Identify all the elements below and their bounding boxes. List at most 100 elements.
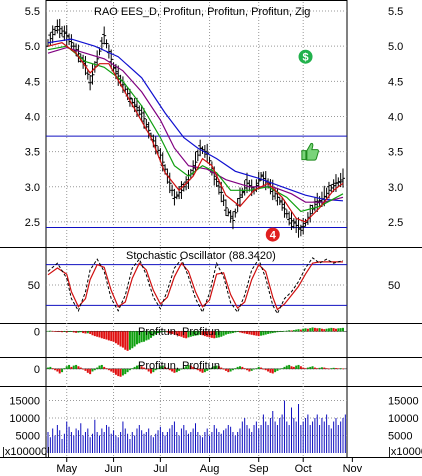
histogram-bar: [84, 331, 87, 334]
y-tick-label-right: 4.0: [388, 111, 403, 123]
histogram-bar: [142, 367, 145, 369]
histogram-bar: [213, 331, 216, 339]
histogram-bar: [75, 364, 78, 369]
histogram-bar: [278, 331, 281, 332]
histogram-bar: [222, 368, 225, 370]
histogram-bar: [285, 330, 288, 332]
histogram-bar: [276, 368, 279, 371]
histogram-bar: [56, 331, 59, 332]
histogram-bar: [152, 368, 155, 373]
y-tick-label-left: 10000: [9, 413, 40, 425]
stochastic-d-line: [47, 261, 343, 311]
histogram-bar: [196, 331, 199, 336]
histogram-bar: [54, 368, 57, 371]
histogram-bar: [100, 331, 103, 339]
y-tick-label-left: 0: [34, 326, 40, 338]
histogram-bar: [262, 331, 265, 336]
histogram-bar: [229, 368, 232, 372]
histogram-bar: [96, 331, 99, 337]
y-tick-label-right: 3.0: [388, 182, 403, 194]
histogram-bar: [178, 331, 181, 337]
histogram-bar: [110, 368, 113, 372]
histogram-bar: [199, 331, 202, 335]
histogram-bar: [210, 367, 213, 369]
histogram-bar: [210, 331, 213, 338]
x-tick-label: Nov: [343, 463, 363, 475]
histogram-bar: [292, 366, 295, 369]
histogram-bar: [248, 368, 251, 372]
histogram-bar: [175, 368, 178, 373]
histogram-bar: [150, 331, 153, 338]
histogram-bar: [332, 328, 335, 332]
histogram-bar: [292, 330, 295, 332]
histogram-bar: [119, 331, 122, 347]
histogram-bar: [133, 366, 136, 369]
histogram-bar: [75, 331, 78, 333]
histogram-bar: [138, 331, 141, 344]
histogram-bar: [285, 365, 288, 369]
histogram-bar: [234, 368, 237, 369]
histogram-bar: [152, 331, 155, 337]
histogram-bar: [61, 331, 64, 333]
histogram-bar: [133, 331, 136, 347]
x-tick-label: Sep: [249, 463, 269, 475]
histogram-bar: [63, 331, 66, 332]
histogram-bar: [68, 364, 71, 369]
histogram-bar: [327, 368, 330, 370]
histogram-bar: [325, 328, 328, 332]
stochastic-k-line: [47, 257, 344, 315]
histogram-bar: [196, 368, 199, 371]
histogram-bar: [227, 331, 230, 334]
histogram-bar: [236, 331, 239, 332]
histogram-bar: [72, 365, 75, 369]
y-tick-label-right: 3.5: [388, 147, 403, 159]
histogram-bar: [304, 328, 307, 332]
histogram-bar: [58, 368, 61, 374]
histogram-bar: [86, 368, 89, 373]
histogram-bar: [299, 329, 302, 332]
histogram-bar: [271, 331, 274, 334]
histogram-bar: [86, 331, 89, 334]
histogram-bar: [105, 368, 108, 369]
histogram-bar: [182, 367, 185, 369]
y-tick-label-left: 5.5: [25, 6, 40, 18]
histogram-bar: [250, 331, 253, 335]
histogram-bar: [236, 366, 239, 369]
histogram-bar: [342, 327, 344, 332]
histogram-bar: [159, 331, 162, 333]
histogram-bar: [93, 331, 96, 337]
histogram-bar: [103, 366, 106, 369]
histogram-bar: [47, 367, 49, 369]
histogram-bar: [313, 327, 316, 332]
histogram-bar: [203, 368, 206, 373]
histogram-bar: [166, 368, 169, 369]
histogram-bar: [215, 331, 218, 338]
histogram-bar: [304, 368, 307, 369]
histogram-bar: [77, 366, 80, 369]
thumbs-up-shape: [301, 142, 319, 161]
histogram-bar: [124, 331, 127, 350]
histogram-bar: [189, 331, 192, 337]
x-tick-label: Oct: [295, 463, 312, 475]
histogram-bar: [107, 368, 110, 371]
y-tick-label-right: 10000: [388, 413, 419, 425]
histogram-bar: [227, 368, 230, 373]
histogram-bar: [192, 366, 195, 369]
y-tick-label-left: 3.0: [25, 182, 40, 194]
histogram-bar: [217, 331, 220, 338]
histogram-bar: [255, 368, 258, 369]
histogram-bar: [320, 328, 323, 332]
histogram-bar: [283, 366, 286, 369]
histogram-bar: [220, 331, 223, 337]
histogram-bar: [145, 368, 148, 370]
histogram-bar: [157, 368, 160, 369]
y-tick-label-left: 50: [28, 280, 40, 292]
histogram-bar: [288, 330, 291, 332]
histogram-bar: [203, 331, 206, 337]
y-tick-label-left: 4.0: [25, 111, 40, 123]
histogram-bar: [180, 331, 183, 337]
histogram-bar: [290, 330, 293, 332]
histogram-bar: [288, 364, 291, 369]
histogram-bar: [264, 331, 267, 335]
